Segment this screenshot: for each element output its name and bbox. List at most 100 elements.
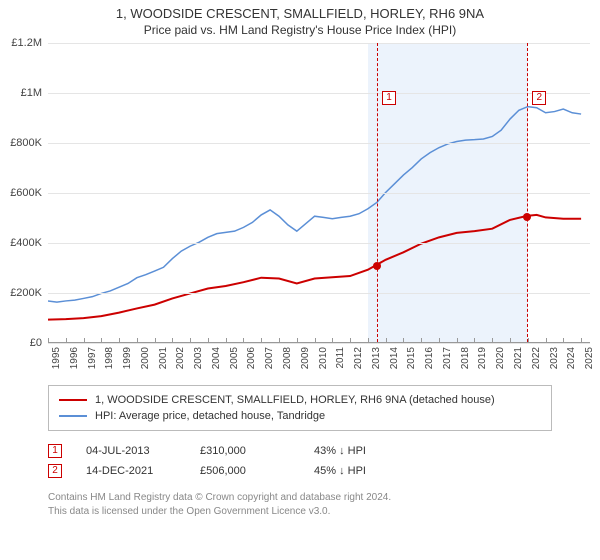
chart-container: 1, WOODSIDE CRESCENT, SMALLFIELD, HORLEY… [0,0,600,560]
y-tick-label: £600K [10,187,42,199]
x-tick-label: 2018 [460,347,471,369]
chart-marker-box: 2 [532,91,546,105]
x-tick [421,338,422,343]
chart-subtitle: Price paid vs. HM Land Registry's House … [0,21,600,43]
grid-line [48,293,590,294]
x-tick [457,338,458,343]
x-tick [137,338,138,343]
x-tick [101,338,102,343]
transaction-marker: 1 [48,444,62,458]
x-tick-label: 1998 [104,347,115,369]
reference-vline [377,43,378,342]
y-tick-label: £200K [10,287,42,299]
x-tick [297,338,298,343]
transaction-table: 1 04-JUL-2013 £310,000 43% ↓ HPI 2 14-DEC-202… [48,441,552,481]
x-tick [474,338,475,343]
legend-label: HPI: Average price, detached house, Tand… [95,410,325,422]
x-tick-label: 1997 [87,347,98,369]
transaction-marker: 2 [48,464,62,478]
x-tick [84,338,85,343]
legend-label: 1, WOODSIDE CRESCENT, SMALLFIELD, HORLEY… [95,394,495,406]
grid-line [48,193,590,194]
footer-line-2: This data is licensed under the Open Gov… [48,505,552,519]
x-tick [119,338,120,343]
x-tick-label: 2022 [531,347,542,369]
series-line-hpi [48,107,581,303]
transaction-price: £506,000 [200,465,290,477]
grid-line [48,243,590,244]
x-tick [439,338,440,343]
grid-line [48,143,590,144]
x-tick-label: 1999 [122,347,133,369]
data-point [373,262,381,270]
legend: 1, WOODSIDE CRESCENT, SMALLFIELD, HORLEY… [48,385,552,431]
x-tick [350,338,351,343]
x-tick-label: 2023 [549,347,560,369]
x-tick [66,338,67,343]
x-tick [172,338,173,343]
data-point [523,213,531,221]
x-tick [528,338,529,343]
legend-swatch [59,415,87,417]
x-tick [492,338,493,343]
x-tick [261,338,262,343]
transaction-row: 1 04-JUL-2013 £310,000 43% ↓ HPI [48,441,552,461]
y-tick-label: £400K [10,237,42,249]
x-tick [279,338,280,343]
x-tick-label: 2012 [353,347,364,369]
x-tick-label: 2014 [389,347,400,369]
x-tick-label: 2009 [300,347,311,369]
y-tick-label: £800K [10,137,42,149]
transaction-date: 04-JUL-2013 [86,445,176,457]
transaction-change: 45% ↓ HPI [314,465,404,477]
x-tick [243,338,244,343]
x-tick-label: 2017 [442,347,453,369]
x-tick-label: 1996 [69,347,80,369]
y-tick-label: £0 [30,337,42,349]
transaction-row: 2 14-DEC-2021 £506,000 45% ↓ HPI [48,461,552,481]
chart-area: £0£200K£400K£600K£800K£1M£1.2M12 1995 199… [48,43,590,373]
x-tick [48,338,49,343]
x-tick [332,338,333,343]
x-tick [403,338,404,343]
legend-row: HPI: Average price, detached house, Tand… [59,408,541,424]
x-tick-label: 1995 [51,347,62,369]
transaction-change: 43% ↓ HPI [314,445,404,457]
y-tick-label: £1.2M [11,37,42,49]
x-axis-ticks: 1995199619971998199920002001200220032004… [48,343,590,373]
x-tick-label: 2007 [264,347,275,369]
x-tick-label: 2015 [406,347,417,369]
x-tick [226,338,227,343]
x-tick-label: 2001 [158,347,169,369]
grid-line [48,43,590,44]
x-tick-label: 2004 [211,347,222,369]
x-tick-label: 2016 [424,347,435,369]
y-tick-label: £1M [21,87,42,99]
x-tick-label: 2008 [282,347,293,369]
x-tick [315,338,316,343]
transaction-date: 14-DEC-2021 [86,465,176,477]
plot-region: £0£200K£400K£600K£800K£1M£1.2M12 [48,43,590,343]
x-tick-label: 2024 [566,347,577,369]
x-tick [546,338,547,343]
x-tick-label: 2010 [318,347,329,369]
chart-title: 1, WOODSIDE CRESCENT, SMALLFIELD, HORLEY… [0,0,600,21]
x-tick [563,338,564,343]
x-tick-label: 2019 [477,347,488,369]
x-tick-label: 2002 [175,347,186,369]
x-tick [386,338,387,343]
x-tick [510,338,511,343]
x-tick [208,338,209,343]
x-tick-label: 2006 [246,347,257,369]
x-tick [155,338,156,343]
transaction-price: £310,000 [200,445,290,457]
x-tick-label: 2005 [229,347,240,369]
x-tick-label: 2021 [513,347,524,369]
footer-attribution: Contains HM Land Registry data © Crown c… [48,491,552,519]
x-tick [368,338,369,343]
reference-vline [527,43,528,342]
x-tick-label: 2013 [371,347,382,369]
x-tick-label: 2020 [495,347,506,369]
legend-swatch [59,399,87,401]
x-tick [190,338,191,343]
